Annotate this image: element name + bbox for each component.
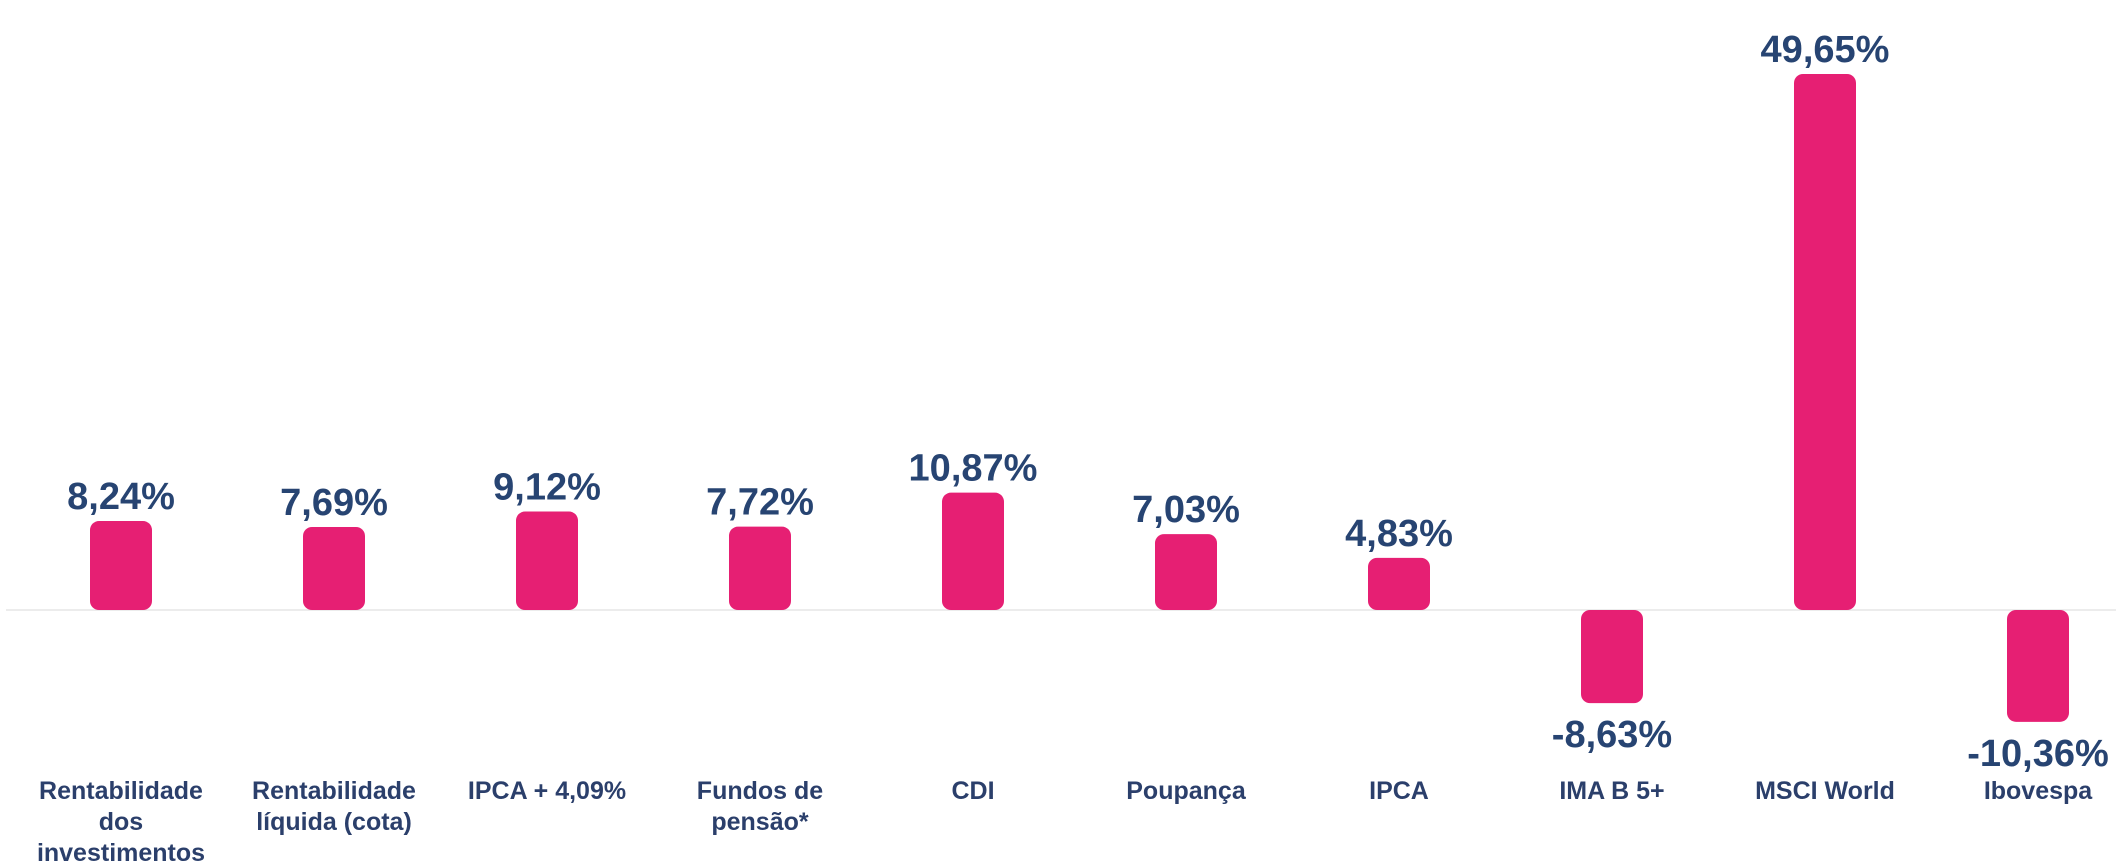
bar xyxy=(942,492,1004,610)
value-label: -10,36% xyxy=(1967,733,2109,775)
bar xyxy=(90,521,152,610)
value-label: 49,65% xyxy=(1761,29,1890,71)
value-label: 4,83% xyxy=(1345,513,1453,555)
bar xyxy=(1368,557,1430,610)
value-label: 9,12% xyxy=(493,467,601,509)
category-label: Fundos de pensão* xyxy=(696,777,824,836)
value-label: 10,87% xyxy=(909,448,1038,490)
category-label: IPCA + 4,09% xyxy=(467,777,627,805)
value-label: 7,03% xyxy=(1132,489,1240,531)
category-label: Rentabilidade dos investimentos xyxy=(36,777,206,863)
category-label: Poupança xyxy=(1126,777,1246,805)
category-label: CDI xyxy=(951,777,995,805)
bar xyxy=(1794,74,1856,610)
bar xyxy=(1155,534,1217,610)
value-label: 8,24% xyxy=(67,476,175,518)
bar xyxy=(2007,610,2069,722)
bar xyxy=(1581,610,1643,704)
category-label: MSCI World xyxy=(1755,777,1895,805)
value-label: 7,72% xyxy=(706,482,814,524)
bar xyxy=(729,526,791,610)
bar xyxy=(303,526,365,610)
value-label: 7,69% xyxy=(280,482,388,524)
category-label: Ibovespa xyxy=(1983,777,2093,805)
category-label: Rentabilidade líquida (cota) xyxy=(252,777,416,836)
bar xyxy=(516,511,578,610)
value-label: -8,63% xyxy=(1552,714,1672,756)
category-label: IMA B 5+ xyxy=(1559,777,1665,805)
category-label: IPCA xyxy=(1369,777,1429,805)
